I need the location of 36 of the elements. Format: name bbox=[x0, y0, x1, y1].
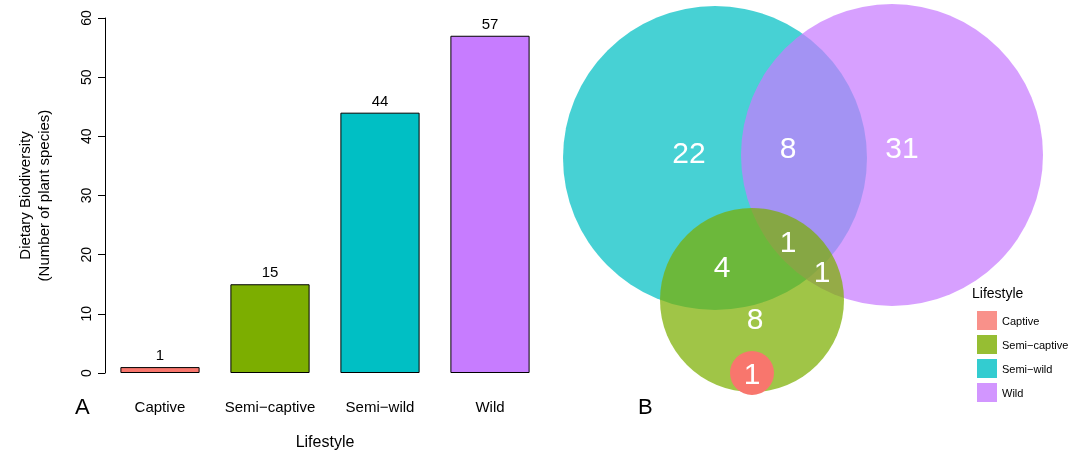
category-label: Captive bbox=[1002, 314, 1040, 327]
data-label: 15 bbox=[261, 263, 279, 281]
y-tick-label: 40 bbox=[78, 128, 94, 145]
bar bbox=[120, 367, 200, 373]
text: A bbox=[75, 393, 90, 419]
bar bbox=[230, 284, 310, 373]
text: 1 bbox=[743, 356, 761, 390]
category-label: Semi−wild bbox=[1002, 362, 1053, 375]
text: 4 bbox=[713, 249, 731, 283]
data-label: 57 bbox=[481, 14, 499, 32]
bar bbox=[340, 112, 420, 373]
text: B bbox=[638, 393, 653, 419]
y-tick-label: 50 bbox=[78, 69, 94, 85]
text: 1 bbox=[779, 224, 797, 258]
category-label: Semi−captive bbox=[1002, 338, 1069, 351]
text: 31 bbox=[885, 130, 919, 164]
text: 1 bbox=[813, 254, 831, 288]
x-tick-label: Semi−wild bbox=[345, 398, 415, 415]
x-tick-label: Semi−captive bbox=[224, 398, 316, 415]
bar bbox=[450, 35, 530, 373]
text: 8 bbox=[779, 130, 797, 164]
y-tick-label: 60 bbox=[78, 10, 94, 26]
y-tick-label: 0 bbox=[78, 368, 94, 377]
y-tick-label: 10 bbox=[78, 305, 94, 322]
legend-title: Lifestyle bbox=[972, 285, 1024, 301]
y-tick-label: 30 bbox=[78, 187, 94, 204]
x-tick-label: Wild bbox=[475, 398, 505, 415]
y-axis-title: Dietary Biodiversity (Number of plant species) bbox=[16, 109, 52, 282]
y-tick-label: 20 bbox=[78, 246, 94, 263]
data-label: 44 bbox=[371, 91, 389, 109]
x-axis-title: Lifestyle bbox=[295, 432, 355, 450]
data-label: 1 bbox=[155, 346, 165, 364]
x-tick-label: Captive bbox=[134, 398, 186, 415]
text: 8 bbox=[746, 301, 764, 335]
text: 22 bbox=[672, 135, 706, 169]
category-label: Wild bbox=[1002, 386, 1024, 399]
